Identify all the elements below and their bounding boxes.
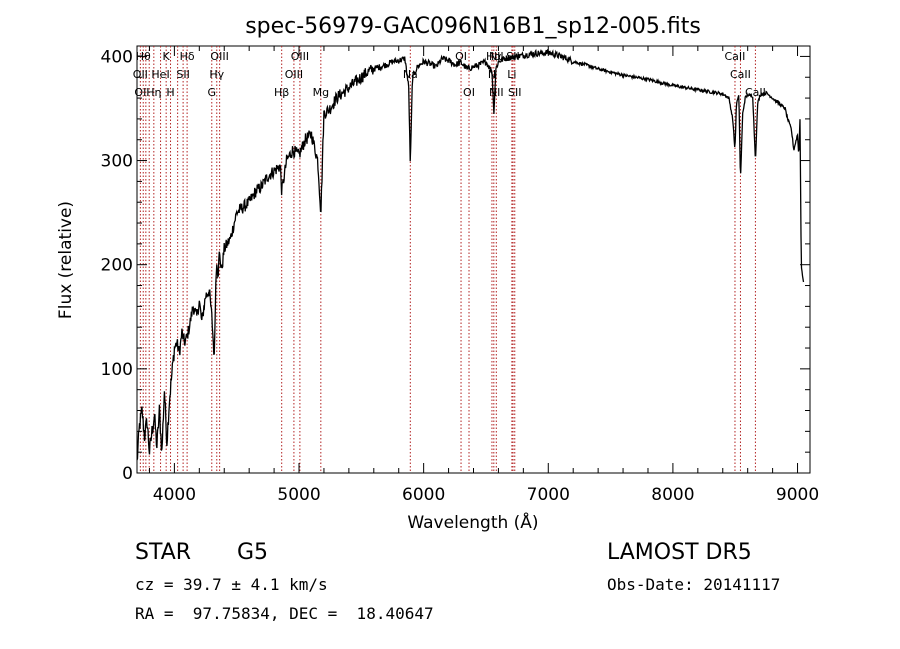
- object-class: STAR: [135, 540, 192, 565]
- spectral-line-label: NII: [489, 86, 504, 99]
- spectral-line-label: SII: [508, 86, 521, 99]
- spectral-line-label: OI: [134, 86, 146, 99]
- spectral-line-label: OI: [455, 50, 467, 63]
- axis-ticks: 4000 5000 6000 7000 8000 9000 0 100 200 300 400: [101, 46, 819, 505]
- spectral-line-label: Hδ: [180, 50, 195, 63]
- spectral-line-label: Mg: [313, 86, 329, 99]
- object-subclass: G5: [237, 540, 269, 565]
- spectral-line-label: OII: [133, 68, 148, 81]
- spectral-line-label: H: [166, 86, 174, 99]
- spectral-line-label: NII: [489, 50, 504, 63]
- y-tick-label: 100: [101, 360, 133, 380]
- spectrum-series-line: [136, 48, 805, 461]
- spectral-line-label: SII: [176, 68, 189, 81]
- x-tick-label: 6000: [402, 485, 445, 505]
- y-axis-label: Flux (relative): [56, 201, 76, 319]
- spectral-line-label: Na: [403, 68, 418, 81]
- x-tick-label: 5000: [277, 485, 320, 505]
- x-tick-label: 7000: [527, 485, 570, 505]
- x-tick-label: 8000: [651, 485, 694, 505]
- spectral-line-label: HeI: [151, 68, 169, 81]
- spectral-line-label: Li: [507, 68, 516, 81]
- spectral-line-label: Hη: [146, 86, 161, 99]
- x-tick-label: 9000: [776, 485, 819, 505]
- x-tick-label: 4000: [153, 485, 196, 505]
- spectral-line-label: CaII: [725, 50, 746, 63]
- spectral-line-label: G: [208, 86, 217, 99]
- spectral-line-label: OIII: [285, 68, 303, 81]
- spectral-line-label: OI: [463, 86, 475, 99]
- x-axis-label: Wavelength (Å): [407, 511, 538, 533]
- y-tick-label: 300: [101, 152, 133, 172]
- y-tick-label: 0: [122, 464, 133, 484]
- spectral-line-label: CaII: [745, 86, 766, 99]
- coordinates-text: RA = 97.75834, DEC = 18.40647: [135, 604, 434, 623]
- spectral-line-label: OIII: [210, 50, 228, 63]
- spectral-line-label: OIII: [291, 50, 309, 63]
- spectral-line-markers: [139, 46, 756, 473]
- survey-name: LAMOST DR5: [607, 540, 752, 565]
- spectral-line-label: CaII: [730, 68, 751, 81]
- spectral-line-label: Hβ: [274, 86, 289, 99]
- spectral-line-label: Hγ: [209, 68, 224, 81]
- obs-date-text: Obs-Date: 20141117: [607, 575, 781, 594]
- spectral-line-label: Hα: [486, 50, 502, 63]
- redshift-text: cz = 39.7 ± 4.1 km/s: [135, 575, 328, 594]
- y-tick-label: 400: [101, 47, 133, 67]
- plot-frame: [136, 45, 811, 474]
- y-tick-label: 200: [101, 256, 133, 276]
- spectral-line-label: K: [163, 50, 171, 63]
- chart-title: spec-56979-GAC096N16B1_sp12-005.fits: [245, 14, 701, 39]
